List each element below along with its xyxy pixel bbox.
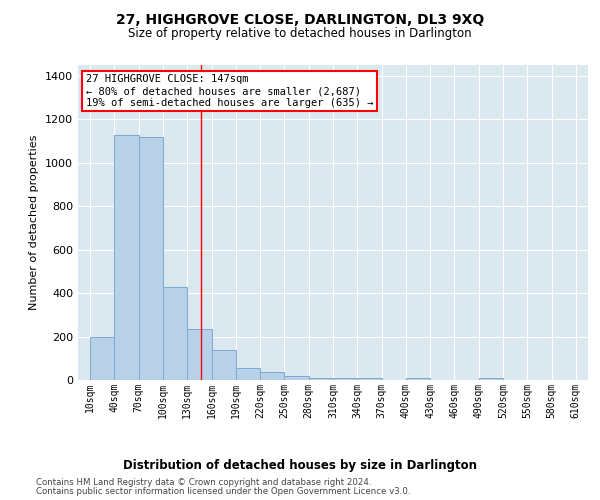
- Text: 27 HIGHGROVE CLOSE: 147sqm
← 80% of detached houses are smaller (2,687)
19% of s: 27 HIGHGROVE CLOSE: 147sqm ← 80% of deta…: [86, 74, 373, 108]
- Bar: [236, 368, 260, 380]
- Text: Contains HM Land Registry data © Crown copyright and database right 2024.: Contains HM Land Registry data © Crown c…: [36, 478, 371, 487]
- Bar: [90, 336, 115, 380]
- Bar: [212, 350, 236, 380]
- Bar: [309, 378, 333, 380]
- Bar: [284, 376, 309, 380]
- Bar: [187, 329, 212, 380]
- Bar: [479, 378, 503, 380]
- Bar: [333, 378, 357, 380]
- Bar: [163, 286, 187, 380]
- Bar: [357, 378, 382, 380]
- Bar: [139, 136, 163, 380]
- Text: Contains public sector information licensed under the Open Government Licence v3: Contains public sector information licen…: [36, 487, 410, 496]
- Text: Distribution of detached houses by size in Darlington: Distribution of detached houses by size …: [123, 460, 477, 472]
- Text: Size of property relative to detached houses in Darlington: Size of property relative to detached ho…: [128, 28, 472, 40]
- Bar: [260, 372, 284, 380]
- Y-axis label: Number of detached properties: Number of detached properties: [29, 135, 40, 310]
- Bar: [115, 134, 139, 380]
- Text: 27, HIGHGROVE CLOSE, DARLINGTON, DL3 9XQ: 27, HIGHGROVE CLOSE, DARLINGTON, DL3 9XQ: [116, 12, 484, 26]
- Bar: [406, 378, 430, 380]
